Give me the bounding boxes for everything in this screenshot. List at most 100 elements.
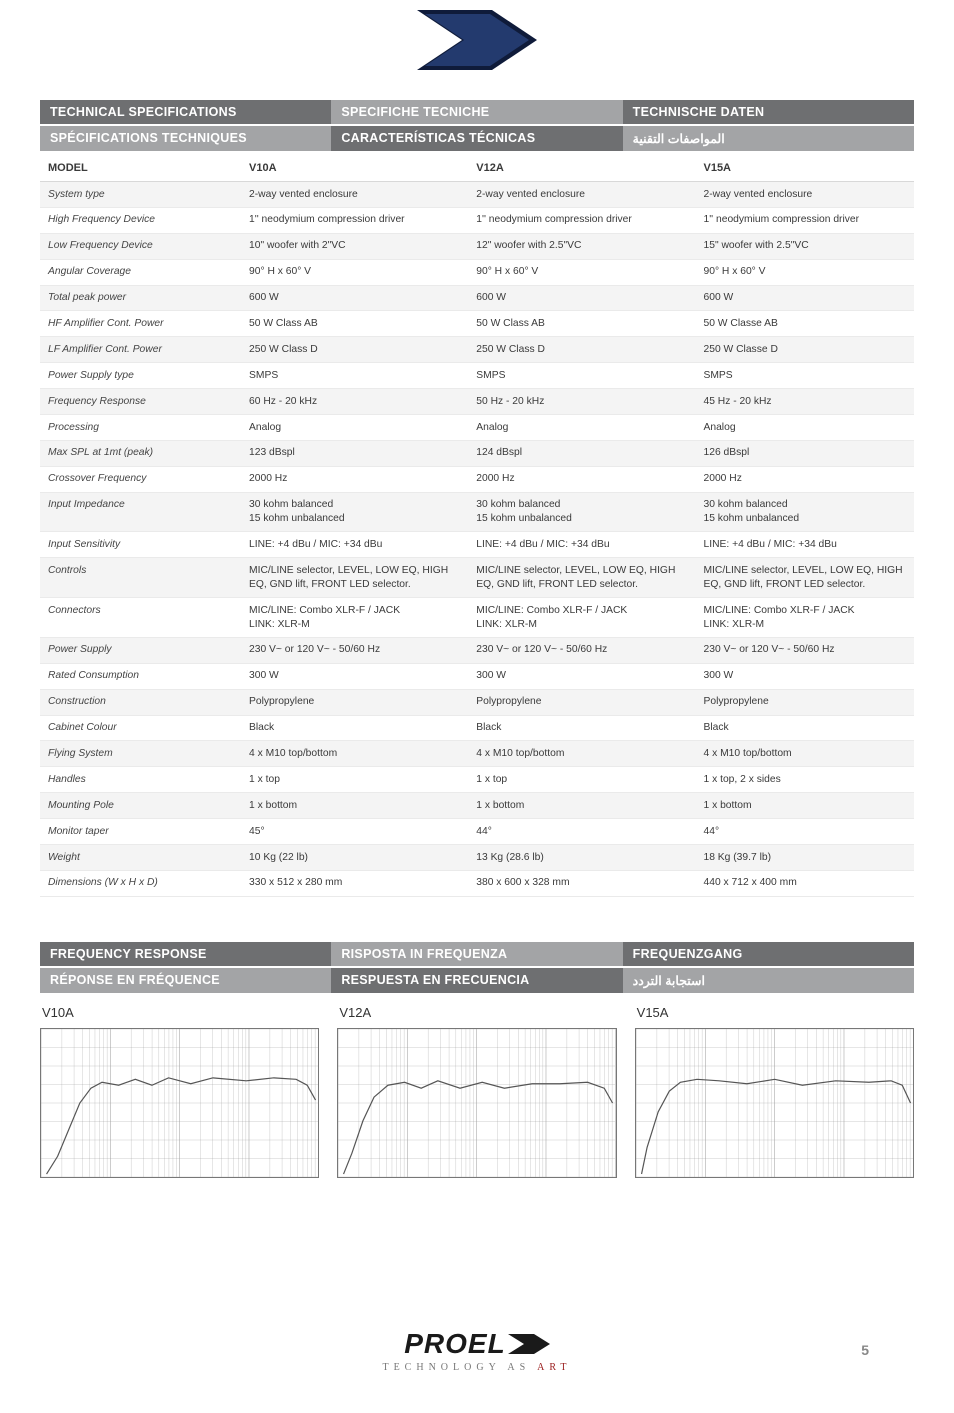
table-cell: 300 W [241, 663, 468, 689]
table-row: High Frequency Device1'' neodymium compr… [40, 207, 914, 233]
header-cell: RISPOSTA IN FREQUENZA [331, 942, 622, 966]
table-cell: 600 W [468, 285, 695, 311]
table-row: HF Amplifier Cont. Power50 W Class AB50 … [40, 311, 914, 337]
table-row: Rated Consumption300 W300 W300 W [40, 663, 914, 689]
table-row: Frequency Response60 Hz - 20 kHz50 Hz - … [40, 389, 914, 415]
table-cell: LINE: +4 dBu / MIC: +34 dBu [468, 532, 695, 558]
table-cell: 1 x top [468, 767, 695, 793]
table-cell: 44° [695, 819, 914, 845]
table-row: Crossover Frequency2000 Hz2000 Hz2000 Hz [40, 466, 914, 492]
table-row: Flying System4 x M10 top/bottom4 x M10 t… [40, 741, 914, 767]
table-row: Handles1 x top1 x top1 x top, 2 x sides [40, 767, 914, 793]
col-header-v15a: V15A [695, 155, 914, 182]
table-cell: System type [40, 182, 241, 208]
table-cell: 124 dBspl [468, 440, 695, 466]
table-row: Monitor taper45°44°44° [40, 819, 914, 845]
table-cell: Rated Consumption [40, 663, 241, 689]
logo-text: PROEL [404, 1328, 505, 1360]
table-row: Max SPL at 1mt (peak)123 dBspl124 dBspl1… [40, 440, 914, 466]
table-cell: 600 W [695, 285, 914, 311]
col-header-v12a: V12A [468, 155, 695, 182]
table-cell: 2000 Hz [241, 466, 468, 492]
header-cell: المواصفات التقنية [623, 126, 914, 151]
table-cell: 2000 Hz [468, 466, 695, 492]
table-cell: 30 kohm balanced15 kohm unbalanced [695, 492, 914, 532]
table-cell: 300 W [695, 663, 914, 689]
table-cell: 1 x bottom [695, 793, 914, 819]
table-cell: Cabinet Colour [40, 715, 241, 741]
logo-tagline-b: ART [537, 1362, 571, 1373]
chart-label-v10a: V10A [42, 1005, 319, 1020]
table-row: ConstructionPolypropylenePolypropylenePo… [40, 689, 914, 715]
header-cell: RÉPONSE EN FRÉQUENCE [40, 968, 331, 993]
table-cell: 10 Kg (22 lb) [241, 845, 468, 871]
table-cell: Power Supply type [40, 363, 241, 389]
page-number: 5 [861, 1342, 869, 1358]
table-cell: Angular Coverage [40, 259, 241, 285]
arrow-icon [417, 10, 537, 70]
table-cell: Crossover Frequency [40, 466, 241, 492]
table-cell: Polypropylene [241, 689, 468, 715]
table-cell: 45 Hz - 20 kHz [695, 389, 914, 415]
header-cell: FREQUENZGANG [623, 942, 914, 966]
table-cell: Input Impedance [40, 492, 241, 532]
table-cell: 2-way vented enclosure [468, 182, 695, 208]
table-cell: 230 V~ or 120 V~ - 50/60 Hz [695, 637, 914, 663]
table-cell: 250 W Class D [241, 337, 468, 363]
table-cell: Analog [468, 415, 695, 441]
table-cell: 15" woofer with 2.5"VC [695, 233, 914, 259]
table-cell: Flying System [40, 741, 241, 767]
table-cell: SMPS [241, 363, 468, 389]
table-cell: LF Amplifier Cont. Power [40, 337, 241, 363]
footer-logo: PROEL TECHNOLOGY AS ART [382, 1328, 571, 1373]
table-cell: 1 x bottom [468, 793, 695, 819]
table-cell: 30 kohm balanced15 kohm unbalanced [241, 492, 468, 532]
table-cell: 10" woofer with 2"VC [241, 233, 468, 259]
table-cell: MIC/LINE selector, LEVEL, LOW EQ, HIGH E… [241, 558, 468, 598]
table-row: Power Supply typeSMPSSMPSSMPS [40, 363, 914, 389]
table-cell: Input Sensitivity [40, 532, 241, 558]
table-cell: 18 Kg (39.7 lb) [695, 845, 914, 871]
table-cell: SMPS [695, 363, 914, 389]
chart-v12a [337, 1028, 616, 1178]
table-cell: 1'' neodymium compression driver [468, 207, 695, 233]
spec-header-row-2: SPÉCIFICATIONS TECHNIQUES CARACTERÍSTICA… [40, 126, 914, 151]
table-cell: Connectors [40, 598, 241, 638]
table-row: Angular Coverage90° H x 60° V90° H x 60°… [40, 259, 914, 285]
table-cell: MIC/LINE selector, LEVEL, LOW EQ, HIGH E… [695, 558, 914, 598]
table-cell: Black [695, 715, 914, 741]
spec-table: MODEL V10A V12A V15A System type2-way ve… [40, 155, 914, 897]
table-cell: Controls [40, 558, 241, 598]
table-cell: SMPS [468, 363, 695, 389]
table-cell: 2000 Hz [695, 466, 914, 492]
table-row: Input Sensitivity LINE: +4 dBu / MIC: +34… [40, 532, 914, 558]
table-cell: 380 x 600 x 328 mm [468, 870, 695, 896]
spec-header-row-1: TECHNICAL SPECIFICATIONS SPECIFICHE TECN… [40, 100, 914, 124]
header-cell: FREQUENCY RESPONSE [40, 942, 331, 966]
table-row: Dimensions (W x H x D)330 x 512 x 280 mm… [40, 870, 914, 896]
table-cell: 12" woofer with 2.5"VC [468, 233, 695, 259]
table-cell: 250 W Class D [468, 337, 695, 363]
header-cell: استجابة التردد [623, 968, 914, 993]
table-cell: 2-way vented enclosure [241, 182, 468, 208]
header-cell: SPECIFICHE TECNICHE [331, 100, 622, 124]
header-cell: SPÉCIFICATIONS TECHNIQUES [40, 126, 331, 151]
table-row: LF Amplifier Cont. Power250 W Class D250… [40, 337, 914, 363]
table-cell: MIC/LINE: Combo XLR-F / JACKLINK: XLR-M [468, 598, 695, 638]
table-cell: Max SPL at 1mt (peak) [40, 440, 241, 466]
table-cell: 440 x 712 x 400 mm [695, 870, 914, 896]
table-cell: 250 W Classe D [695, 337, 914, 363]
table-cell: 4 x M10 top/bottom [468, 741, 695, 767]
table-cell: 50 Hz - 20 kHz [468, 389, 695, 415]
table-cell: Analog [695, 415, 914, 441]
table-cell: Analog [241, 415, 468, 441]
table-row: Connectors MIC/LINE: Combo XLR-F / JACKLI… [40, 598, 914, 638]
chart-label-v15a: V15A [637, 1005, 914, 1020]
table-row: Mounting Pole1 x bottom1 x bottom1 x bot… [40, 793, 914, 819]
table-cell: 90° H x 60° V [695, 259, 914, 285]
table-cell: Handles [40, 767, 241, 793]
table-cell: 50 W Class AB [241, 311, 468, 337]
table-cell: 30 kohm balanced15 kohm unbalanced [468, 492, 695, 532]
table-cell: MIC/LINE selector, LEVEL, LOW EQ, HIGH E… [468, 558, 695, 598]
table-cell: 300 W [468, 663, 695, 689]
